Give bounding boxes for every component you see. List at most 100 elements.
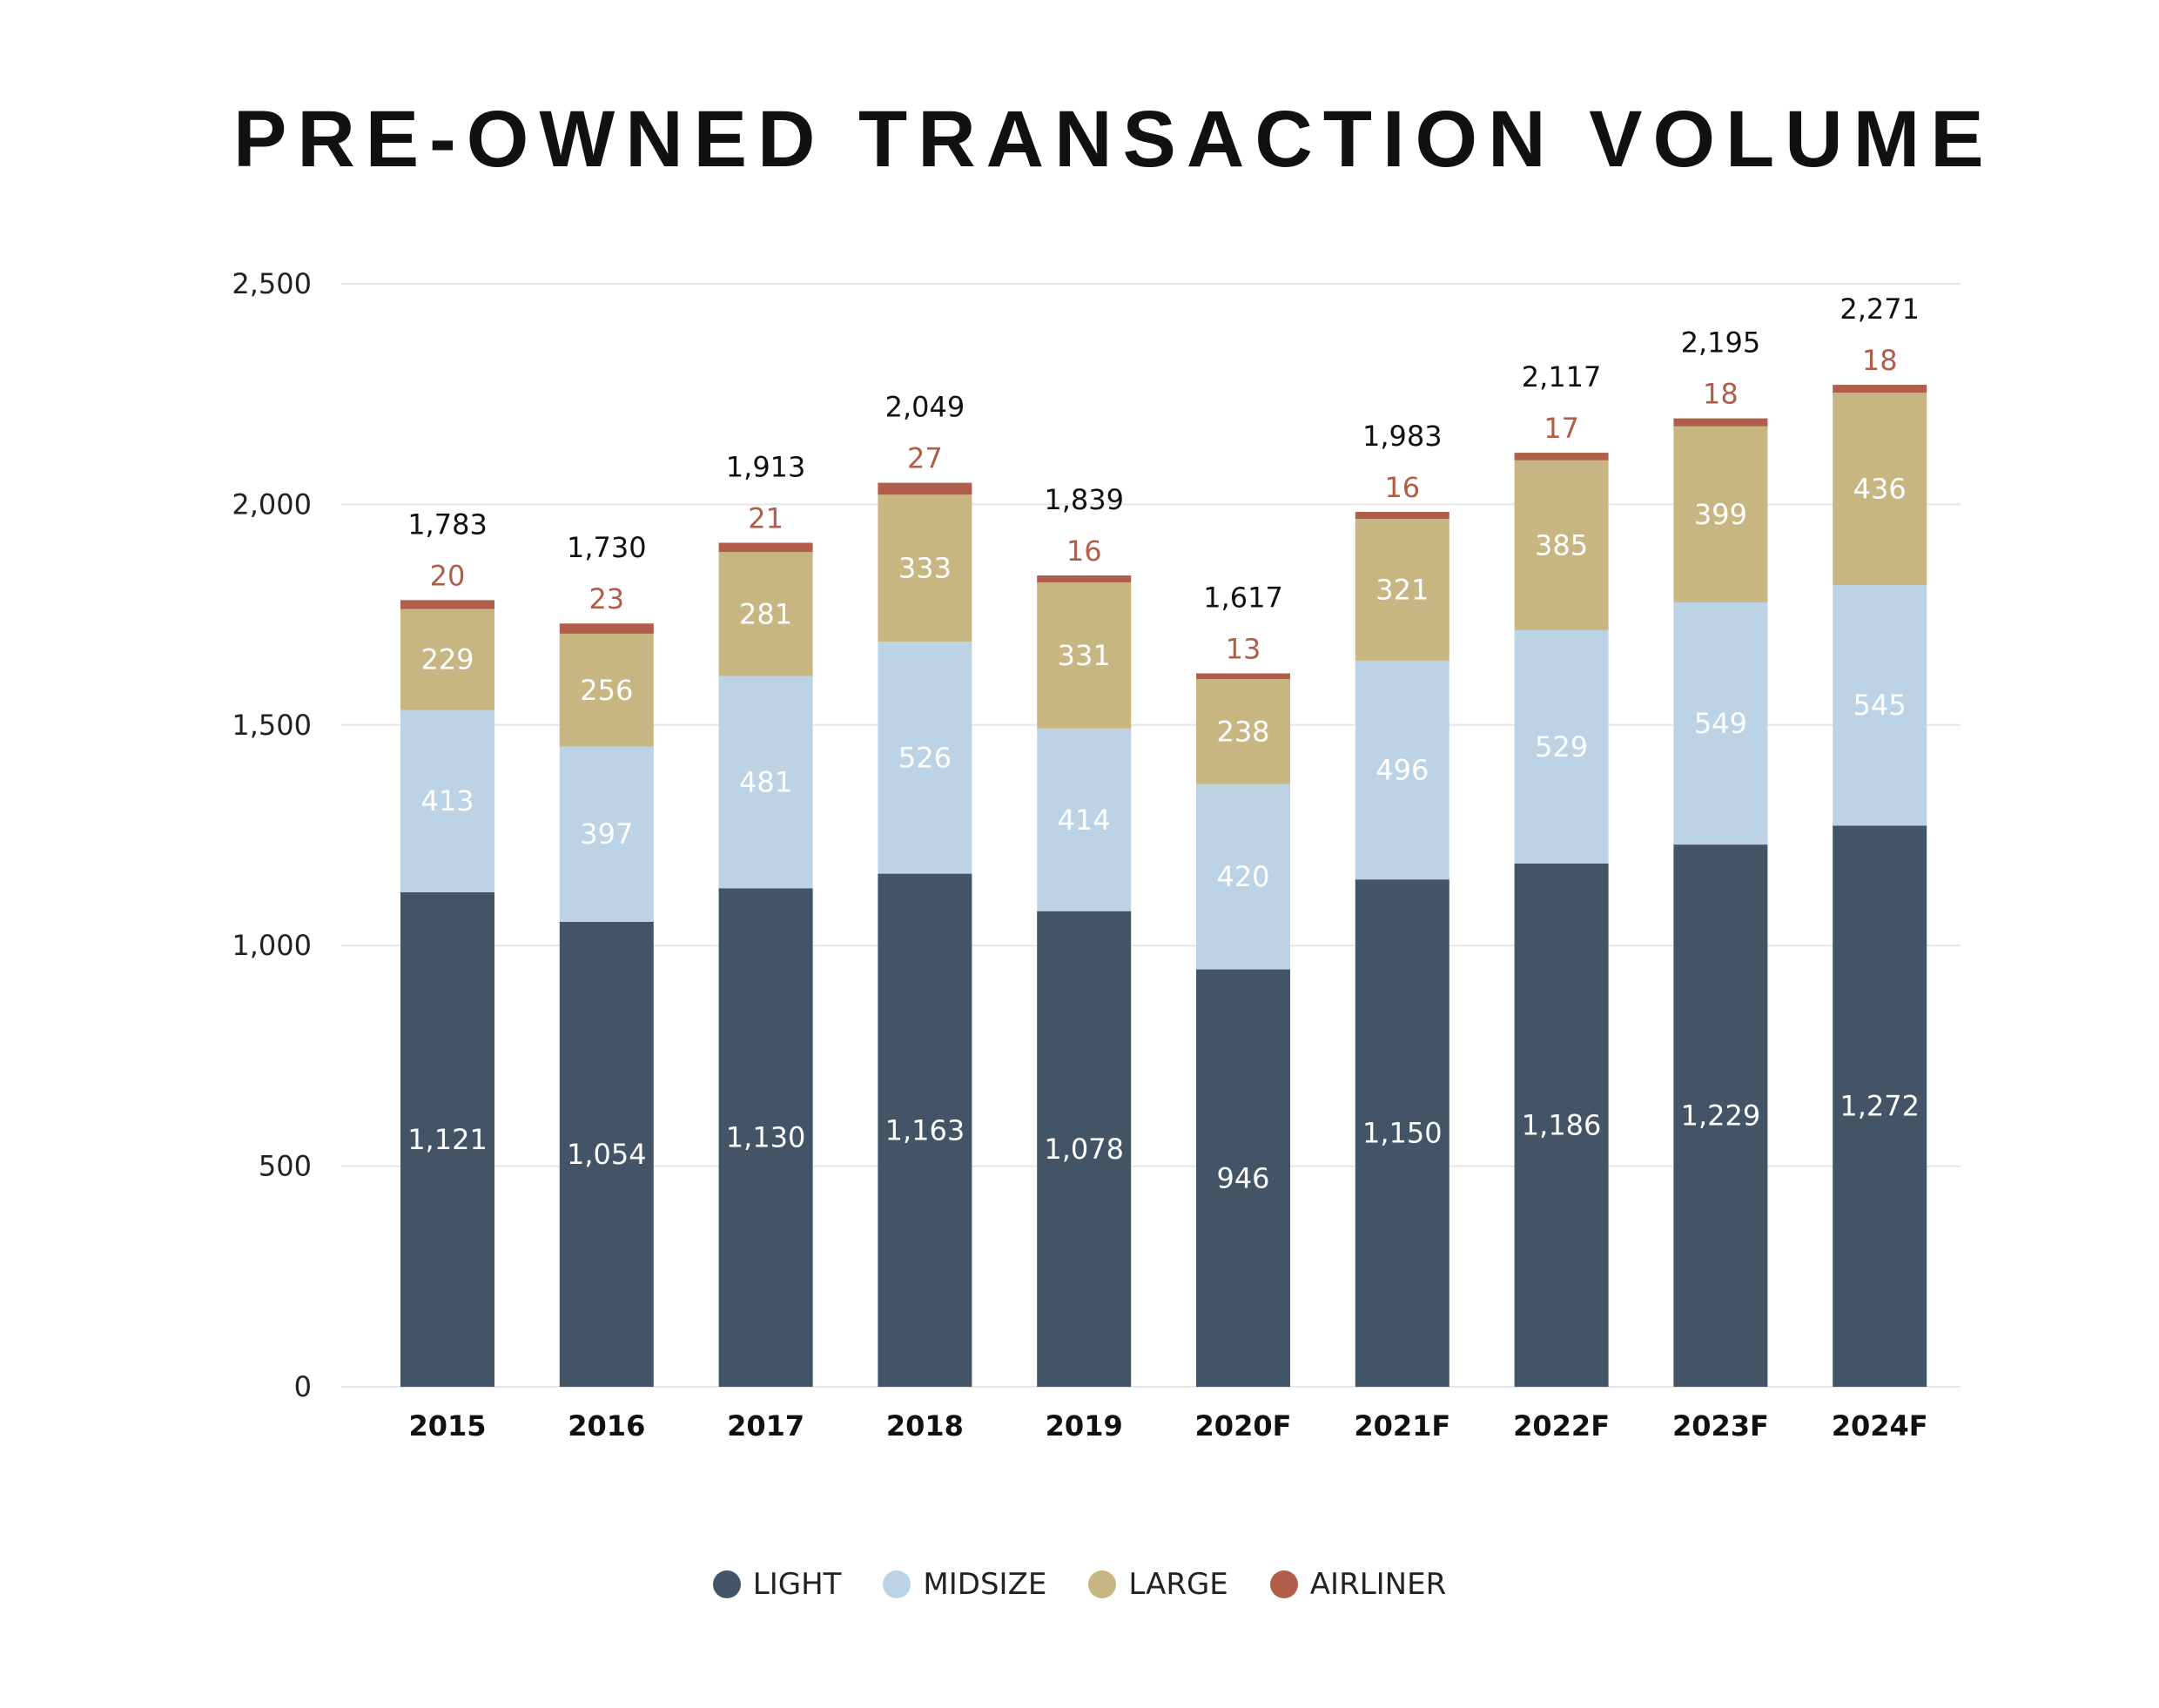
legend-label: MIDSIZE — [923, 1567, 1047, 1602]
legend-swatch — [1269, 1570, 1298, 1598]
data-label-large: 331 — [1058, 639, 1111, 672]
total-label: 2,117 — [1522, 360, 1602, 393]
x-tick-label: 2022F — [1513, 1409, 1610, 1442]
bar-segment-midsize — [718, 676, 813, 889]
data-label-airliner: 13 — [1226, 633, 1261, 666]
data-label-light: 1,150 — [1362, 1117, 1443, 1150]
x-tick-label: 2017 — [727, 1409, 804, 1442]
total-label: 1,730 — [567, 531, 647, 564]
y-tick-label: 1,000 — [232, 929, 312, 962]
data-label-light: 1,272 — [1840, 1090, 1920, 1123]
total-label: 1,783 — [407, 508, 488, 541]
bar-segment-large — [400, 609, 494, 710]
bar-segment-midsize — [1355, 660, 1449, 880]
y-tick-label: 1,500 — [232, 709, 312, 742]
y-tick-label: 500 — [259, 1150, 312, 1183]
x-tick-label: 2016 — [568, 1409, 645, 1442]
data-label-large: 436 — [1853, 473, 1907, 506]
legend-label: LIGHT — [752, 1567, 842, 1602]
data-label-midsize: 397 — [580, 817, 633, 851]
bar-segment-light — [1833, 825, 1927, 1387]
bar-segment-light — [1037, 911, 1132, 1387]
data-label-midsize: 413 — [420, 784, 474, 817]
bar-segment-airliner — [1355, 512, 1449, 520]
data-label-midsize: 549 — [1694, 707, 1747, 740]
data-label-light: 1,121 — [407, 1123, 488, 1156]
data-label-large: 281 — [739, 597, 792, 630]
x-tick-label: 2018 — [886, 1409, 964, 1442]
bar-segment-midsize — [1833, 585, 1927, 826]
bar-segment-large — [559, 633, 654, 747]
x-axis-ticks: 2015 2016 2017 2018 2019 2020F 2021F 2022F 2023F… — [408, 1409, 1927, 1442]
legend-label: LARGE — [1128, 1567, 1228, 1602]
x-tick-label: 2023F — [1672, 1409, 1769, 1442]
data-label-midsize: 414 — [1058, 804, 1111, 837]
bar-segment-light — [1514, 863, 1609, 1387]
x-tick-label: 2024F — [1832, 1409, 1928, 1442]
data-label-large: 399 — [1694, 498, 1747, 531]
bar-segment-large — [1037, 582, 1132, 729]
bar-segment-large — [1673, 426, 1768, 602]
data-label-large: 321 — [1375, 573, 1429, 606]
bar-segment-large — [1196, 679, 1290, 784]
legend-swatch — [712, 1570, 741, 1598]
data-label-large: 385 — [1535, 528, 1588, 561]
data-label-airliner: 23 — [589, 582, 624, 615]
data-label-airliner: 18 — [1703, 378, 1739, 411]
data-label-light: 1,163 — [885, 1113, 965, 1147]
total-label: 1,983 — [1362, 420, 1443, 453]
bar-segment-light — [878, 873, 972, 1387]
data-label-airliner: 18 — [1862, 344, 1898, 377]
data-label-midsize: 481 — [739, 765, 792, 798]
bar-segment-airliner — [1833, 385, 1927, 393]
bar-segment-large — [1514, 460, 1609, 630]
legend-swatch — [1088, 1570, 1117, 1598]
bar-segment-airliner — [1514, 453, 1609, 461]
bar-segment-airliner — [1037, 575, 1132, 583]
total-label: 2,049 — [885, 391, 965, 424]
bar-segment-light — [1196, 969, 1290, 1387]
bar-segment-airliner — [559, 623, 654, 634]
bar-segment-airliner — [1196, 673, 1290, 680]
bar-segment-midsize — [1037, 728, 1132, 911]
bar-segment-midsize — [878, 642, 972, 874]
bar-segment-large — [718, 552, 813, 676]
bar-segment-airliner — [718, 542, 813, 553]
bar-segment-light — [1673, 844, 1768, 1387]
legend: LIGHT MIDSIZE LARGE AIRLINER — [0, 1567, 2159, 1602]
legend-item-midsize: MIDSIZE — [883, 1567, 1046, 1602]
data-label-airliner: 27 — [907, 442, 943, 475]
data-label-midsize: 545 — [1853, 689, 1907, 722]
data-label-midsize: 420 — [1216, 860, 1269, 893]
data-label-midsize: 496 — [1375, 753, 1429, 786]
data-label-airliner: 16 — [1066, 535, 1102, 568]
data-label-light: 1,186 — [1522, 1108, 1602, 1141]
bar-segment-light — [400, 891, 494, 1387]
data-label-light: 1,078 — [1044, 1133, 1124, 1166]
data-label-large: 238 — [1216, 715, 1269, 748]
data-label-airliner: 20 — [430, 559, 466, 592]
x-tick-label: 2020F — [1195, 1409, 1292, 1442]
legend-item-large: LARGE — [1088, 1567, 1228, 1602]
bar-segment-airliner — [1673, 418, 1768, 427]
data-labels: 1,121 413 229 20 1,783 1,054 397 256 23 1,730 1,13… — [407, 293, 1920, 1194]
data-label-light: 1,054 — [567, 1138, 647, 1171]
bar-segment-light — [718, 888, 813, 1387]
legend-label: AIRLINER — [1309, 1567, 1447, 1602]
data-label-large: 229 — [420, 643, 474, 676]
bar-segment-midsize — [1514, 629, 1609, 864]
y-tick-label: 0 — [294, 1370, 312, 1403]
data-label-midsize: 529 — [1535, 730, 1588, 763]
bar-segment-midsize — [1196, 783, 1290, 970]
bar-segment-midsize — [1673, 602, 1768, 845]
legend-item-light: LIGHT — [712, 1567, 842, 1602]
data-label-airliner: 16 — [1384, 471, 1420, 504]
data-label-light: 946 — [1216, 1161, 1269, 1194]
y-axis-ticks: 0 500 1,000 1,500 2,000 2,500 — [232, 267, 312, 1403]
total-label: 1,913 — [726, 450, 806, 483]
bar-segment-midsize — [400, 709, 494, 892]
x-tick-label: 2015 — [408, 1409, 486, 1442]
data-label-large: 333 — [898, 552, 952, 585]
bar-segment-large — [1833, 393, 1927, 586]
